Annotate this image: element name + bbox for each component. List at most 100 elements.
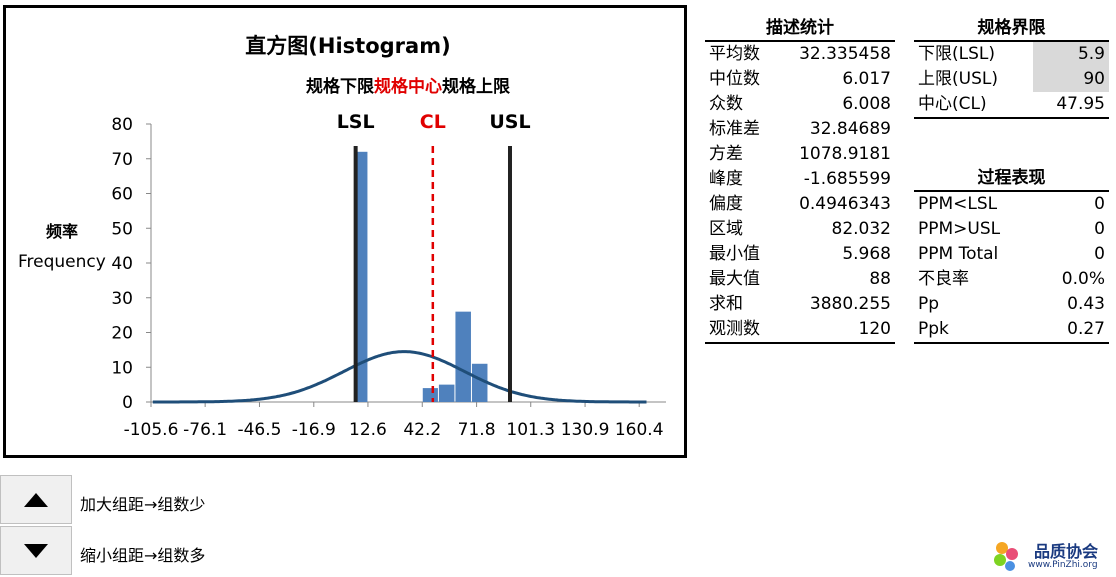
process-row: 不良率 0.0% xyxy=(914,267,1109,292)
y-tick-label: 0 xyxy=(122,393,133,413)
x-tick-label: 42.2 xyxy=(403,420,441,440)
process-row: Pp 0.43 xyxy=(914,292,1109,317)
chart-title: 直方图(Histogram) xyxy=(245,34,451,58)
stats-row: 观测数 120 xyxy=(705,317,895,344)
process-value: 0.27 xyxy=(1038,317,1109,344)
spec-limits-table: 规格界限 下限(LSL) 5.9 上限(USL) 90 中心(CL) 47.95 xyxy=(914,17,1109,119)
stats-value: 1078.9181 xyxy=(799,144,891,164)
y-tick-label: 10 xyxy=(111,358,133,378)
stats-label: 最小值 xyxy=(709,244,760,264)
stats-row: 峰度 -1.685599 xyxy=(705,167,895,192)
x-tick-label: 130.9 xyxy=(561,420,610,440)
descriptive-stats-table: 描述统计 平均数 32.335458 中位数 6.017 众数 6.008 标准差 32.84… xyxy=(705,17,895,344)
spec-row-lsl: 下限(LSL) 5.9 xyxy=(914,41,1109,67)
process-label: 不良率 xyxy=(918,269,969,289)
stats-row: 偏度 0.4946343 xyxy=(705,192,895,217)
process-title: 过程表现 xyxy=(914,167,1109,192)
spec-label: 下限(LSL) xyxy=(918,44,995,64)
cl-value: 47.95 xyxy=(1032,92,1109,119)
process-performance-table: 过程表现 PPM<LSL 0 PPM>USL 0 PPM Total 0 不良率 0.0% Pp… xyxy=(914,167,1109,344)
spec-title: 规格界限 xyxy=(914,17,1109,42)
process-row: PPM<LSL 0 xyxy=(914,191,1109,217)
stats-row: 标准差 32.84689 xyxy=(705,117,895,142)
normal-curve xyxy=(152,350,647,404)
usl-label: USL xyxy=(489,111,530,133)
x-tick-label: 12.6 xyxy=(349,420,387,440)
y-tick-label: 80 xyxy=(111,115,133,135)
stats-row: 区域 82.032 xyxy=(705,217,895,242)
increase-bin-width-button[interactable] xyxy=(0,475,72,524)
stats-label: 众数 xyxy=(709,94,743,114)
stats-row: 最小值 5.968 xyxy=(705,242,895,267)
process-label: PPM>USL xyxy=(918,219,1001,239)
stats-label: 方差 xyxy=(709,144,743,164)
x-tick-label: -16.9 xyxy=(292,420,336,440)
logo-name: 品质协会 xyxy=(1034,542,1099,561)
stats-label: 峰度 xyxy=(709,169,743,189)
x-tick-label: -105.6 xyxy=(124,420,179,440)
stats-label: 偏度 xyxy=(709,194,743,214)
stats-label: 平均数 xyxy=(709,44,760,64)
process-row: Ppk 0.27 xyxy=(914,317,1109,344)
stats-value: 6.008 xyxy=(842,94,891,114)
stats-row: 求和 3880.255 xyxy=(705,292,895,317)
cl-label: CL xyxy=(420,111,446,133)
stats-label: 标准差 xyxy=(709,119,760,139)
stats-value: -1.685599 xyxy=(803,169,891,189)
stats-value: 3880.255 xyxy=(809,294,891,314)
process-value: 0.43 xyxy=(1067,294,1105,314)
y-tick-label: 20 xyxy=(111,324,133,344)
lsl-input[interactable]: 5.9 xyxy=(1032,41,1109,67)
process-label: Ppk xyxy=(914,317,1039,344)
decrease-bin-width-button[interactable] xyxy=(0,526,72,575)
stats-row: 方差 1078.9181 xyxy=(705,142,895,167)
stats-label: 区域 xyxy=(709,219,743,239)
process-label: PPM Total xyxy=(918,244,999,264)
plot-area: 0 10 20 30 40 50 60 70 80 -105.6 -76.1 -46.5 -16.9 12… xyxy=(111,111,666,440)
stats-label: 求和 xyxy=(709,294,743,314)
increase-bin-width-label: 加大组距→组数少 xyxy=(80,495,206,514)
triangle-down-icon xyxy=(24,543,48,558)
subtitle-cl: 规格中心 xyxy=(374,77,442,97)
stats-value: 5.968 xyxy=(842,244,891,264)
stats-row: 平均数 32.335458 xyxy=(705,41,895,67)
spec-label: 上限(USL) xyxy=(918,69,998,89)
spec-label: 中心(CL) xyxy=(914,92,1033,119)
stats-label: 最大值 xyxy=(709,269,760,289)
stats-row: 中位数 6.017 xyxy=(705,67,895,92)
process-value: 0 xyxy=(1094,194,1105,214)
stats-value: 88 xyxy=(869,269,891,289)
process-value: 0 xyxy=(1094,244,1105,264)
process-label: Pp xyxy=(918,294,940,314)
stats-title: 描述统计 xyxy=(705,17,895,42)
logo-url: www.PinZhi.org xyxy=(1028,560,1098,570)
process-value: 0 xyxy=(1094,219,1105,239)
y-tick-label: 60 xyxy=(111,185,133,205)
spec-row-usl: 上限(USL) 90 xyxy=(914,67,1109,92)
y-tick-label: 50 xyxy=(111,219,133,239)
process-row: PPM>USL 0 xyxy=(914,217,1109,242)
y-axis-label-en: Frequency xyxy=(18,252,106,272)
x-tick-label: 160.4 xyxy=(615,420,664,440)
stats-value: 6.017 xyxy=(842,69,891,89)
x-tick-label: 71.8 xyxy=(458,420,496,440)
x-tick-label: 101.3 xyxy=(506,420,555,440)
histogram-bar xyxy=(455,311,471,402)
process-label: PPM<LSL xyxy=(918,194,998,214)
process-value: 0.0% xyxy=(1061,269,1105,289)
subtitle-usl: 规格上限 xyxy=(442,77,510,97)
pinzhi-logo-icon xyxy=(994,542,1018,571)
lsl-label: LSL xyxy=(337,111,375,133)
chart-subtitle: 规格下限规格中心规格上限 xyxy=(306,72,510,97)
usl-input[interactable]: 90 xyxy=(1032,67,1109,92)
stats-value: 82.032 xyxy=(831,219,891,239)
triangle-up-icon xyxy=(24,492,48,507)
subtitle-lsl: 规格下限 xyxy=(306,77,374,97)
stats-value: 32.84689 xyxy=(809,119,891,139)
histogram-bar xyxy=(356,151,368,402)
histogram-bar xyxy=(471,363,488,402)
stats-label: 中位数 xyxy=(709,69,760,89)
y-tick-label: 30 xyxy=(111,289,133,309)
process-row: PPM Total 0 xyxy=(914,242,1109,267)
spec-row-cl: 中心(CL) 47.95 xyxy=(914,92,1109,119)
